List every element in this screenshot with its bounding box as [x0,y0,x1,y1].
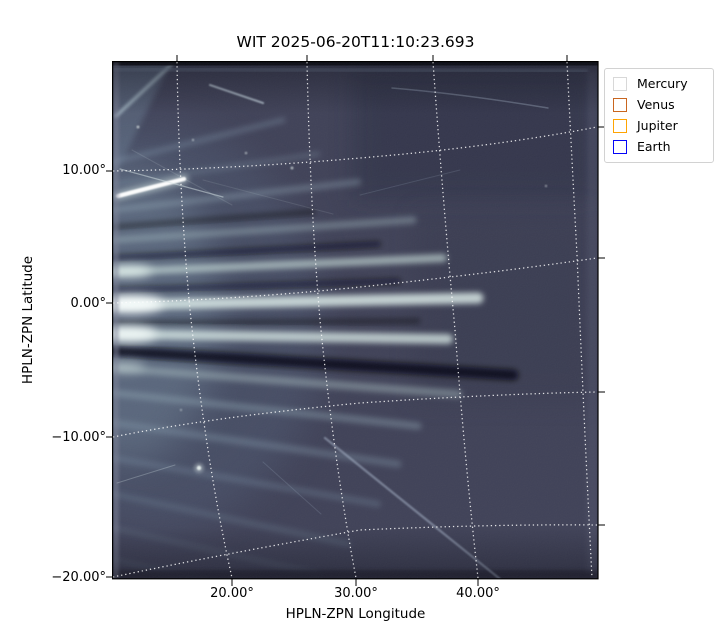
legend-item-earth: Earth [613,139,705,155]
mercury-marker-icon [613,77,627,91]
legend-label: Jupiter [637,118,678,133]
legend: Mercury Venus Jupiter Earth [604,68,714,163]
jupiter-marker-icon [613,119,627,133]
film-grain [113,62,598,579]
legend-item-venus: Venus [613,97,705,113]
plot-title: WIT 2025-06-20T11:10:23.693 [236,33,475,51]
y-tick-label: −10.00° [51,430,106,445]
y-tick-label: 0.00° [70,296,106,311]
venus-marker-icon [613,98,627,112]
y-tick-label: −20.00° [51,570,106,585]
legend-item-mercury: Mercury [613,76,705,92]
y-tick-label: 10.00° [62,163,106,178]
legend-item-jupiter: Jupiter [613,118,705,134]
legend-label: Venus [637,97,675,112]
x-tick-label: 40.00° [456,586,500,601]
y-axis-label: HPLN-ZPN Latitude [20,255,36,385]
earth-marker-icon [613,140,627,154]
x-tick-label: 20.00° [210,586,254,601]
legend-label: Mercury [637,76,688,91]
x-tick-label: 30.00° [334,586,378,601]
x-axis-label: HPLN-ZPN Longitude [285,606,426,622]
legend-label: Earth [637,139,671,154]
heliospheric-image [113,62,598,579]
